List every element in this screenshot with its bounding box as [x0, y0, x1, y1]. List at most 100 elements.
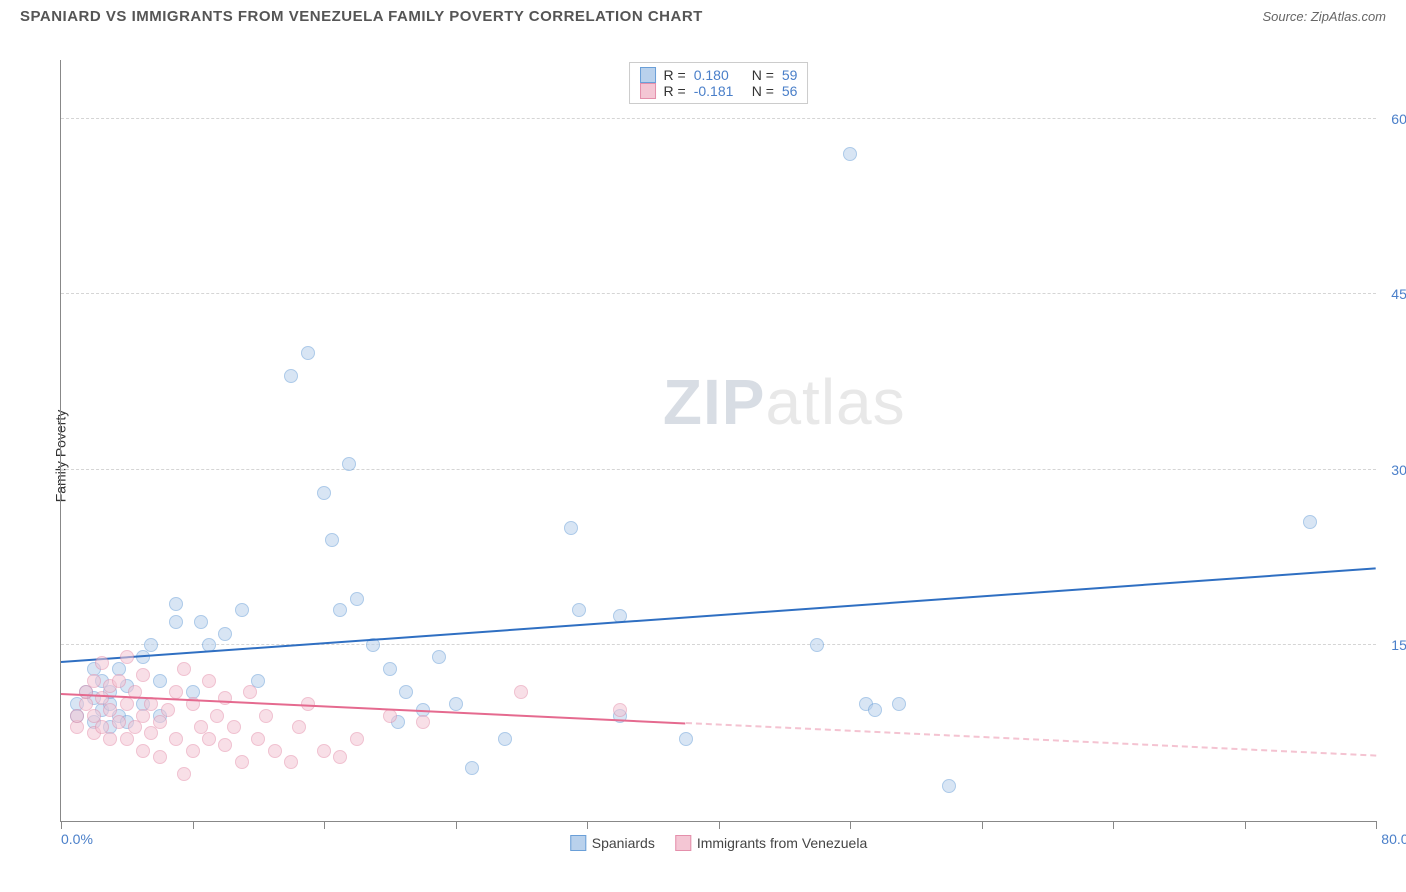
data-point — [177, 662, 191, 676]
data-point — [153, 715, 167, 729]
gridline — [61, 293, 1376, 294]
data-point — [70, 709, 84, 723]
data-point — [177, 767, 191, 781]
data-point — [136, 744, 150, 758]
data-point — [333, 750, 347, 764]
data-point — [218, 738, 232, 752]
data-point — [153, 750, 167, 764]
source-attribution: Source: ZipAtlas.com — [1262, 9, 1386, 24]
data-point — [136, 709, 150, 723]
x-tick — [850, 821, 851, 829]
data-point — [679, 732, 693, 746]
data-point — [136, 668, 150, 682]
watermark: ZIPatlas — [663, 365, 906, 439]
data-point — [333, 603, 347, 617]
data-point — [235, 755, 249, 769]
trend-line — [61, 567, 1376, 663]
data-point — [317, 486, 331, 500]
data-point — [564, 521, 578, 535]
watermark-rest: atlas — [765, 366, 905, 438]
data-point — [284, 369, 298, 383]
data-point — [169, 685, 183, 699]
data-point — [235, 603, 249, 617]
y-tick-label: 45.0% — [1391, 286, 1406, 302]
x-tick — [587, 821, 588, 829]
data-point — [227, 720, 241, 734]
data-point — [79, 685, 93, 699]
x-tick — [1113, 821, 1114, 829]
data-point — [514, 685, 528, 699]
title-bar: SPANIARD VS IMMIGRANTS FROM VENEZUELA FA… — [0, 0, 1406, 29]
data-point — [112, 715, 126, 729]
x-tick-label-min: 0.0% — [61, 831, 93, 847]
data-point — [144, 638, 158, 652]
y-tick-label: 60.0% — [1391, 111, 1406, 127]
data-point — [301, 346, 315, 360]
gridline — [61, 644, 1376, 645]
plot-area: ZIPatlas R =0.180N =59R =-0.181N =56 Spa… — [60, 60, 1376, 822]
series-legend: Spaniards Immigrants from Venezuela — [570, 835, 867, 851]
data-point — [169, 732, 183, 746]
data-point — [161, 703, 175, 717]
data-point — [399, 685, 413, 699]
r-value: -0.181 — [694, 83, 744, 99]
trend-line — [686, 722, 1376, 757]
x-tick-label-max: 80.0% — [1381, 831, 1406, 847]
x-tick — [1376, 821, 1377, 829]
data-point — [202, 732, 216, 746]
data-point — [251, 732, 265, 746]
legend-item: Immigrants from Venezuela — [675, 835, 867, 851]
r-label: R = — [664, 83, 686, 99]
gridline — [61, 118, 1376, 119]
data-point — [202, 674, 216, 688]
data-point — [218, 627, 232, 641]
y-tick-label: 30.0% — [1391, 462, 1406, 478]
data-point — [144, 726, 158, 740]
data-point — [128, 720, 142, 734]
data-point — [416, 715, 430, 729]
data-point — [350, 732, 364, 746]
data-point — [259, 709, 273, 723]
data-point — [572, 603, 586, 617]
n-value: 59 — [782, 67, 798, 83]
data-point — [342, 457, 356, 471]
data-point — [613, 703, 627, 717]
data-point — [194, 615, 208, 629]
data-point — [169, 615, 183, 629]
x-tick — [61, 821, 62, 829]
data-point — [325, 533, 339, 547]
data-point — [350, 592, 364, 606]
data-point — [449, 697, 463, 711]
legend-label: Immigrants from Venezuela — [697, 835, 867, 851]
legend-row: R =0.180N =59 — [640, 67, 798, 83]
data-point — [87, 674, 101, 688]
data-point — [317, 744, 331, 758]
data-point — [103, 732, 117, 746]
chart-container: Family Poverty ZIPatlas R =0.180N =59R =… — [20, 40, 1386, 872]
r-label: R = — [664, 67, 686, 83]
data-point — [892, 697, 906, 711]
x-tick — [193, 821, 194, 829]
x-tick — [324, 821, 325, 829]
data-point — [210, 709, 224, 723]
data-point — [284, 755, 298, 769]
gridline — [61, 469, 1376, 470]
legend-item: Spaniards — [570, 835, 655, 851]
data-point — [292, 720, 306, 734]
chart-title: SPANIARD VS IMMIGRANTS FROM VENEZUELA FA… — [20, 8, 703, 25]
legend-swatch — [640, 67, 656, 83]
data-point — [243, 685, 257, 699]
data-point — [843, 147, 857, 161]
data-point — [498, 732, 512, 746]
data-point — [383, 662, 397, 676]
data-point — [465, 761, 479, 775]
x-tick — [1245, 821, 1246, 829]
data-point — [868, 703, 882, 717]
data-point — [268, 744, 282, 758]
legend-swatch — [675, 835, 691, 851]
n-label: N = — [752, 67, 774, 83]
n-label: N = — [752, 83, 774, 99]
x-tick — [982, 821, 983, 829]
n-value: 56 — [782, 83, 798, 99]
data-point — [169, 597, 183, 611]
